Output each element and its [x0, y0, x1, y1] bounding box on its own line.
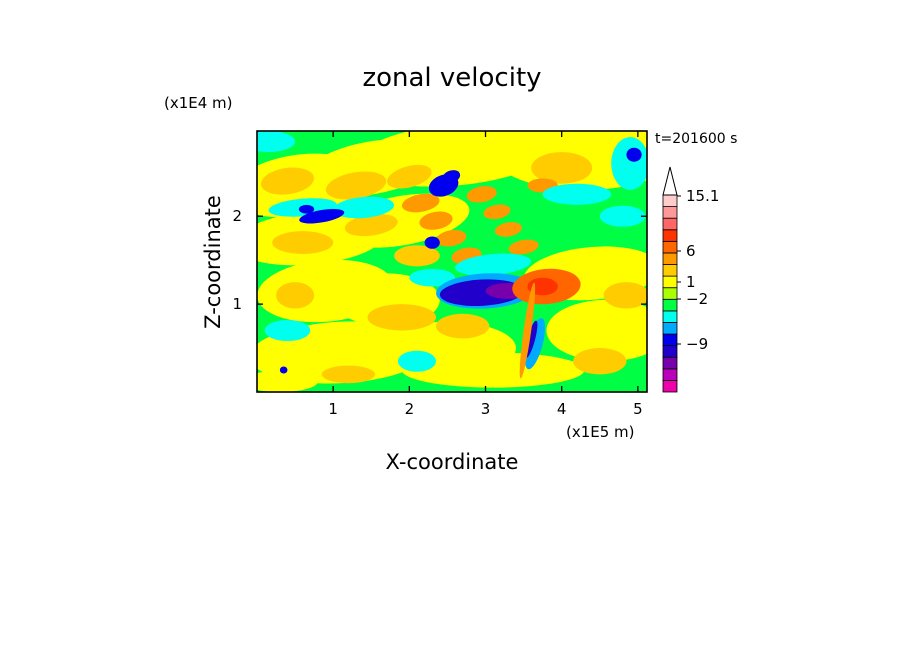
- colorbar-swatch: [662, 229, 678, 242]
- colorbar-swatch: [662, 275, 678, 289]
- y-axis-label: Z-coordinate: [201, 195, 225, 329]
- colorbar-swatch: [662, 345, 678, 358]
- colorbar: 15.1 6 1−2 −9: [662, 166, 719, 393]
- colorbar-swatch: [662, 206, 678, 219]
- x-tick-label: 2: [405, 400, 415, 418]
- colorbar-swatch: [662, 356, 678, 370]
- colorbar-label: 6: [686, 242, 696, 260]
- colorbar-swatch: [662, 217, 678, 231]
- x-tick-label: 5: [633, 400, 643, 418]
- y-unit-label: (x1E4 m): [164, 94, 233, 112]
- colorbar-swatch: [662, 322, 678, 335]
- x-tick-label: 3: [481, 400, 491, 418]
- colorbar-label: 1: [686, 273, 696, 291]
- colorbar-swatch: [662, 240, 678, 254]
- y-axis: 12: [232, 207, 647, 313]
- colorbar-swatch: [662, 380, 678, 393]
- x-axis: 1 2 3 4 5: [328, 131, 643, 418]
- x-unit-label: (x1E5 m): [566, 423, 635, 441]
- plot-frame: [256, 130, 648, 393]
- time-label: t=201600 s: [655, 131, 737, 147]
- colorbar-swatch: [662, 333, 678, 347]
- colorbar-label: 15.1: [686, 187, 719, 205]
- colorbar-swatch: [662, 287, 678, 300]
- y-tick-label: 2: [232, 207, 242, 225]
- plot-area: [257, 131, 647, 392]
- colorbar-swatch: [662, 264, 678, 277]
- colorbar-swatch: [662, 194, 678, 207]
- colorbar-swatch: [662, 298, 678, 312]
- colorbar-label: −9: [686, 335, 708, 353]
- colorbar-swatch: [662, 368, 678, 381]
- y-tick-label: 1: [232, 295, 242, 313]
- colorbar-label: −2: [686, 290, 708, 308]
- colorbar-extend-arrow: [662, 166, 678, 196]
- colorbar-swatch: [662, 310, 678, 323]
- x-tick-label: 1: [328, 400, 338, 418]
- x-tick-label: 4: [557, 400, 567, 418]
- x-axis-label: X-coordinate: [386, 450, 519, 474]
- chart-title: zonal velocity: [362, 63, 541, 93]
- colorbar-swatch: [662, 252, 678, 265]
- contour-field: [257, 131, 647, 392]
